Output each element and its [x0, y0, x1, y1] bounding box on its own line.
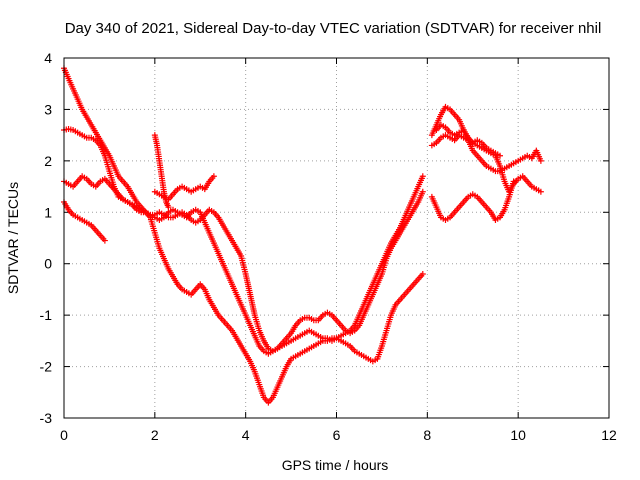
data-point: [510, 178, 517, 185]
x-tick-labels: 0 2 4 6 8 10 12: [60, 427, 617, 443]
y-tick-labels: -3 -2 -1 0 1 2 3 4: [40, 50, 53, 426]
y-tick-label: 2: [44, 153, 52, 169]
x-tick-label: 8: [423, 427, 431, 443]
series-arc-9: [428, 178, 517, 223]
x-tick-label: 10: [510, 427, 526, 443]
data-point: [101, 237, 108, 244]
x-tick-label: 6: [333, 427, 341, 443]
data-point: [537, 188, 544, 195]
series-arc-4: [61, 199, 108, 244]
data-point: [165, 204, 172, 211]
series-arc-5: [151, 173, 217, 203]
y-tick-label: 1: [44, 204, 52, 220]
y-axis-title: SDTVAR / TECUs: [5, 182, 21, 294]
grid-lines: [63, 57, 610, 419]
y-tick-label: 0: [44, 256, 52, 272]
y-tick-label: 4: [44, 50, 52, 66]
data-point: [497, 152, 503, 159]
series-arc-10: [433, 121, 503, 159]
x-tick-label: 0: [60, 427, 68, 443]
x-tick-label: 12: [601, 427, 617, 443]
data-point: [537, 157, 544, 164]
data-point: [419, 173, 426, 180]
x-axis-title: GPS time / hours: [282, 457, 389, 473]
x-tick-label: 4: [242, 427, 250, 443]
y-tick-label: -1: [40, 307, 53, 323]
plot-frame: [63, 57, 610, 419]
y-tick-label: 3: [44, 101, 52, 117]
series-arc-6: [151, 132, 172, 211]
series-arc-7: [428, 103, 544, 175]
chart-title: Day 340 of 2021, Sidereal Day-to-day VTE…: [65, 20, 602, 37]
data-point: [419, 271, 426, 277]
y-tick-label: -2: [40, 359, 53, 375]
data-points: [61, 65, 544, 406]
series-arc-3: [61, 173, 426, 357]
data-point: [210, 173, 217, 180]
y-tick-label: -3: [40, 410, 53, 426]
x-tick-label: 2: [151, 427, 159, 443]
series-arc-2: [61, 125, 426, 355]
data-point: [419, 188, 426, 195]
series-arc-1: [61, 65, 426, 406]
